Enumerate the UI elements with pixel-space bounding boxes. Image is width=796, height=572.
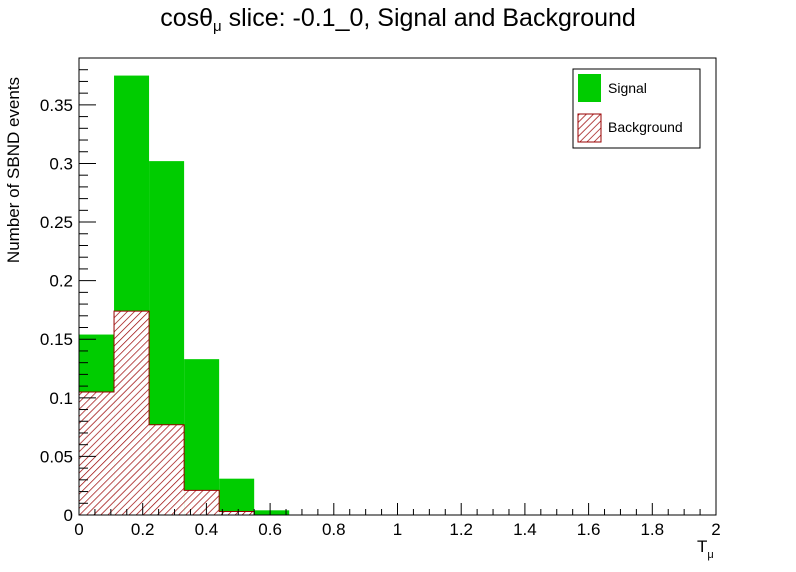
x-axis-label: Tμ: [697, 537, 714, 561]
background-bar: [114, 311, 150, 515]
legend-signal-swatch: [578, 74, 601, 102]
y-tick-label: 0.25: [40, 213, 73, 232]
axis-ticks: [78, 57, 717, 516]
x-tick-label: 1.4: [513, 520, 537, 539]
x-tick-label: 1.2: [449, 520, 473, 539]
x-tick-label: 1: [393, 520, 402, 539]
background-bar: [219, 511, 255, 515]
chart-title: cosθμ slice: -0.1_0, Signal and Backgrou…: [160, 4, 636, 35]
signal-bar: [219, 478, 255, 515]
x-tick-label: 0.4: [195, 520, 219, 539]
background-bars: [79, 310, 290, 516]
legend-background-label: Background: [608, 119, 683, 135]
background-bar: [79, 391, 115, 515]
y-tick-label: 0: [64, 506, 73, 525]
x-tick-label: 1.8: [640, 520, 664, 539]
legend-signal-label: Signal: [608, 80, 647, 96]
signal-bars: [79, 75, 290, 516]
x-axis-label-subscript: μ: [707, 549, 713, 561]
legend-background-swatch: [577, 113, 602, 143]
signal-bar: [254, 510, 290, 515]
x-tick-label: 0.2: [131, 520, 155, 539]
y-tick-label: 0.1: [49, 389, 73, 408]
y-tick-label: 0.2: [49, 272, 73, 291]
x-tick-label: 0.8: [322, 520, 346, 539]
x-tick-label: 2: [711, 520, 720, 539]
x-tick-label: 1.6: [577, 520, 601, 539]
legend: Signal Background: [572, 68, 701, 149]
y-tick-label: 0.35: [40, 96, 73, 115]
y-tick-label: 0.3: [49, 154, 73, 173]
background-bar: [184, 490, 220, 515]
background-bar: [149, 424, 185, 515]
y-tick-label: 0.05: [40, 447, 73, 466]
x-tick-label: 0: [74, 520, 83, 539]
signal-bar: [184, 359, 220, 515]
x-tick-labels: 0 0.2 0.4 0.6 0.8 1 1.2 1.4 1.6 1.8 2: [74, 520, 720, 539]
y-tick-labels: 0 0.05 0.1 0.15 0.2 0.25 0.3 0.35: [40, 96, 73, 525]
x-tick-label: 0.6: [258, 520, 282, 539]
y-axis-label: Number of SBND events: [4, 76, 23, 264]
y-tick-label: 0.15: [40, 330, 73, 349]
